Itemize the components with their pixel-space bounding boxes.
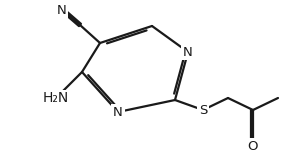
Text: O: O: [248, 140, 258, 153]
Text: N: N: [113, 106, 123, 119]
Text: S: S: [199, 104, 207, 117]
Text: N: N: [57, 4, 67, 16]
Text: H₂N: H₂N: [43, 91, 69, 105]
Text: N: N: [183, 46, 193, 58]
